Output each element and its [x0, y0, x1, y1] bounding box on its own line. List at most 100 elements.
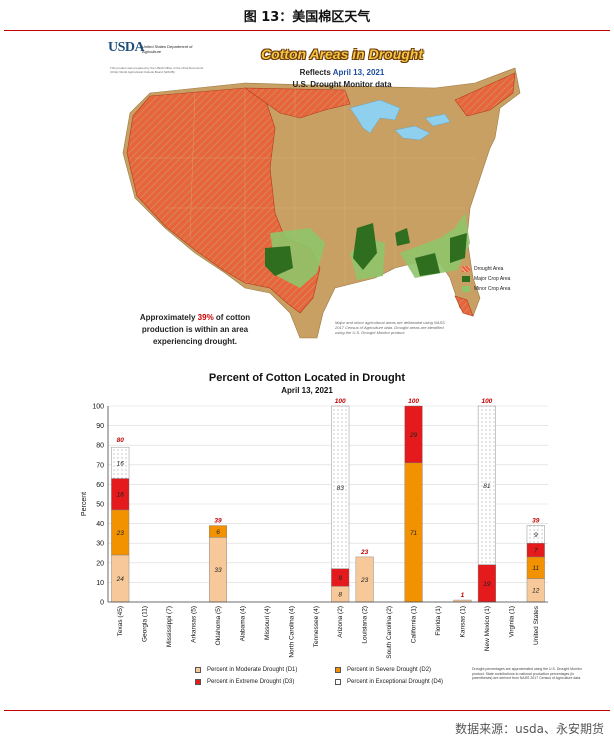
legend-drought: Drought Area [462, 266, 510, 272]
y-tick-label: 70 [96, 462, 104, 469]
x-tick-label: Arkansas (5) [191, 606, 198, 643]
segment-label: 83 [337, 485, 345, 492]
segment-label: 81 [483, 483, 491, 490]
x-tick-label: Tennessee (4) [313, 606, 320, 647]
total-label: 39 [214, 518, 222, 525]
major-swatch [462, 276, 470, 282]
y-tick-label: 20 [96, 560, 104, 567]
data-source: 数据来源：usda、永安期货 [455, 722, 604, 736]
legend-major: Major Crop Area [462, 276, 510, 282]
legend-d4: Percent in Exceptional Drought (D4) [335, 679, 475, 685]
axes: 0 10 20 30 40 50 60 70 80 90 100 Percent Texas (45) G… [81, 404, 548, 659]
legend-d2: Percent in Severe Drought (D2) [335, 667, 475, 673]
x-tick-label: Alabama (4) [239, 606, 246, 641]
usda-prep-note: This product was prepared by the USDA Of… [110, 66, 204, 74]
legend-drought-label: Drought Area [474, 266, 504, 272]
x-tick-label: Florida (1) [435, 606, 442, 636]
legend-minor: Minor Crop Area [462, 286, 510, 292]
x-tick-label: North Carolina (4) [288, 606, 295, 658]
chart-legend: Percent in Moderate Drought (D1) Percent… [195, 667, 475, 691]
chart-title: Percent of Cotton Located in Drought [208, 372, 406, 384]
legend-d3: Percent in Extreme Drought (D3) [195, 679, 335, 685]
major-crop-area [265, 223, 467, 276]
x-tick-label: Louisiana (2) [362, 606, 369, 644]
drought-bar-chart: 2423161680336398983100232371291001198110… [81, 398, 548, 659]
segment-label: 29 [409, 432, 418, 439]
bar-segment [526, 525, 545, 544]
y-tick-label: 60 [96, 482, 104, 489]
x-tick-label: California (1) [411, 606, 418, 643]
segment-label: 9 [534, 532, 538, 539]
total-label: 100 [408, 398, 419, 405]
bar-segment [477, 405, 496, 565]
x-tick-label: Virginia (1) [508, 606, 515, 637]
segment-label: 11 [532, 565, 539, 572]
y-tick-label: 80 [96, 443, 104, 450]
segment-label: 9 [338, 575, 342, 582]
legend-d4-label: Percent in Exceptional Drought (D4) [347, 679, 444, 685]
legend-d3-label: Percent in Extreme Drought (D3) [207, 679, 295, 685]
map-note: Major and minor agricultural areas are d… [335, 320, 445, 335]
legend-major-label: Major Crop Area [474, 276, 511, 282]
callout-pct: 39% [197, 313, 214, 322]
x-tick-label: New Mexico (1) [484, 606, 491, 651]
y-tick-label: 40 [96, 521, 104, 528]
usda-logo: USDA [108, 40, 145, 56]
map-reflects: Reflects April 13, 2021 [0, 68, 614, 77]
y-tick-label: 10 [96, 580, 104, 587]
segment-label: 12 [532, 588, 540, 595]
x-tick-label: Mississippi (7) [166, 606, 173, 647]
total-label: 100 [335, 398, 346, 405]
total-label: 1 [461, 592, 465, 599]
x-tick-label: South Carolina (2) [386, 606, 393, 659]
y-tick-label: 90 [96, 423, 104, 430]
segment-label: 16 [117, 460, 125, 467]
chart-footnote: Drought percentages are approximated usi… [472, 667, 582, 680]
usda-department: United States Department of Agriculture [142, 44, 193, 54]
drought-area-florida [454, 295, 474, 317]
y-tick-label: 30 [96, 541, 104, 548]
legend-minor-label: Minor Crop Area [474, 286, 511, 292]
figure-caption: 图 13：美国棉区天气 [243, 10, 371, 25]
legend-d1: Percent in Moderate Drought (D1) [195, 667, 335, 673]
segment-label: 16 [117, 492, 125, 499]
y-tick-label: 0 [100, 600, 104, 607]
callout-post: of cotton production is within an area e… [141, 313, 251, 346]
legend-d2-label: Percent in Severe Drought (D2) [347, 667, 432, 673]
d2-swatch [335, 667, 341, 673]
total-label: 39 [532, 518, 540, 525]
bottom-divider [4, 710, 610, 711]
callout-pre: Approximately [139, 313, 196, 322]
y-axis-label: Percent [81, 492, 88, 516]
x-tick-label: Oklahoma (5) [215, 606, 222, 645]
map-date: April 13, 2021 [332, 68, 385, 77]
segment-label: 33 [214, 567, 222, 574]
d1-swatch [195, 667, 201, 673]
total-label: 80 [117, 437, 125, 444]
top-divider [4, 30, 610, 31]
chart-subtitle: April 13, 2021 [281, 386, 333, 395]
bar-segment [404, 405, 423, 464]
drought-callout: Approximately 39% of cotton production i… [120, 312, 270, 348]
legend-d1-label: Percent in Moderate Drought (D1) [207, 667, 298, 673]
x-tick-label: Texas (45) [117, 606, 124, 636]
bar-segment [208, 525, 227, 538]
bars [111, 405, 545, 603]
drought-area-northeast [454, 72, 516, 117]
map-title: Cotton Areas in Drought [260, 46, 424, 62]
x-tick-label: Missouri (4) [264, 606, 271, 640]
drought-map [122, 67, 521, 339]
data-labels: 2423161680336398983100232371291001198110… [116, 398, 540, 599]
minor-swatch [462, 286, 470, 292]
segment-label: 71 [410, 530, 418, 537]
segment-label: 23 [360, 577, 369, 584]
x-tick-label: Arizona (2) [337, 606, 344, 638]
map-reflects-label: Reflects [299, 68, 331, 77]
d4-swatch [335, 679, 341, 685]
bar-segment [111, 446, 130, 479]
usda-logo-text: USDA [108, 40, 145, 55]
x-tick-label: Kansas (1) [459, 606, 466, 637]
drought-swatch [462, 266, 470, 272]
total-label: 23 [360, 549, 369, 556]
total-label: 100 [481, 398, 492, 405]
